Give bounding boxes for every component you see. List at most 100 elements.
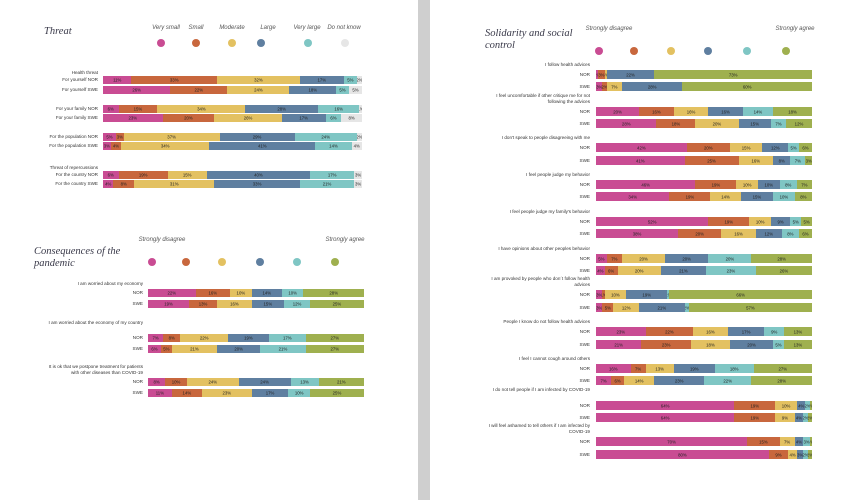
solidarity-row-4-value-label-2: 18%	[671, 121, 681, 126]
consequences-row-1-label: NOR	[132, 290, 143, 296]
threat-row-6-value-label-3: 34%	[160, 143, 170, 149]
solidarity-row-17-question: I feel I cannot cough around others	[519, 355, 590, 361]
consequences-row-5-value-label-5: 13%	[300, 379, 309, 385]
consequences-row-1-segment-5: 10%	[281, 289, 304, 297]
solidarity-row-8-value-label-5: 10%	[779, 194, 789, 199]
consequences-row-2-segment-3: 16%	[217, 300, 252, 308]
threat-row-5-value-label-3: 37%	[167, 134, 176, 140]
threat-row-8-segment-5: 21%	[299, 180, 355, 188]
solidarity-row-6-value-label-2: 25%	[707, 158, 716, 163]
consequences-row-4-value-label-6: 27%	[330, 346, 340, 352]
legend-dot-1	[157, 39, 165, 47]
consequences-row-3-label: NOR	[132, 335, 143, 341]
solidarity-row-8-value-label-4: 15%	[752, 194, 762, 199]
solidarity-row-4-segment-5: 7%	[770, 119, 787, 128]
solidarity-row-22-value-label-5: 2%	[803, 452, 807, 457]
consequences-row-5-segment-6: 21%	[318, 378, 364, 386]
solidarity-row-5-value-label-6: 6%	[802, 145, 809, 150]
solidarity-row-6-value-label-4: 8%	[778, 158, 785, 163]
threat-row-2-label: For yourself SWE	[62, 87, 98, 93]
solidarity-row-17-segment-6: 27%	[753, 364, 812, 373]
consequences-row-6-segment-6: 25%	[309, 389, 364, 397]
threat-row-6-segment-4: 41%	[209, 142, 316, 150]
legend-dot-4	[704, 47, 712, 55]
solidarity-row-16-segment-4: 20%	[729, 340, 774, 349]
solidarity-row-6-segment-5: 7%	[790, 156, 806, 165]
solidarity-row-16-segment-6: 13%	[783, 340, 812, 349]
solidarity-row-22-segment-5: 2%	[803, 450, 808, 459]
solidarity-row-13-segment-1: 3%	[596, 290, 603, 299]
solidarity-row-22-segment-4: 3%	[796, 450, 804, 459]
solidarity-row-2-value-label-2: 2%	[602, 84, 606, 89]
solidarity-row-2-segment-4: 28%	[621, 82, 683, 91]
solidarity-row-15-value-label-5: 9%	[771, 329, 778, 334]
consequences-row-6-value-label-1: 11%	[155, 390, 165, 396]
threat-row-3-value-label-1: 6%	[107, 106, 114, 112]
threat-row-4-segment-1: 23%	[103, 114, 163, 122]
threat-row-3-value-label-2: 15%	[133, 106, 143, 112]
solidarity-row-12-value-label-3: 20%	[634, 268, 644, 273]
solidarity-row-3-value-label-3: 16%	[686, 109, 696, 114]
solidarity-row-3-segment-6: 18%	[773, 107, 812, 116]
threat-row-7-segment-6: 3%	[354, 171, 362, 179]
consequences-row-3-segment-3: 22%	[180, 334, 228, 342]
threat-row-1-segment-4: 17%	[299, 76, 344, 84]
solidarity-row-13-question: I am provoked by people who don´t follow…	[491, 276, 590, 287]
solidarity-row-14-bar: 3%5% 12% 21% 2% 57%	[596, 303, 812, 312]
threat-row-7-segment-2: 19%	[118, 171, 168, 179]
solidarity-row-20-segment-4: 4%	[794, 413, 804, 422]
solidarity-row-7-bar: 46% 19% 10% 10% 8% 7%	[596, 180, 812, 189]
solidarity-row-21-segment-5: 3%	[803, 437, 810, 446]
solidarity-row-7-value-label-3: 10%	[742, 182, 752, 187]
solidarity-row-17-value-label-1: 16%	[608, 366, 618, 371]
solidarity-row-2-segment-2: 2%	[602, 82, 607, 91]
solidarity-row-9-segment-3: 10%	[749, 217, 771, 226]
solidarity-row-9-question: I feel people judge my family's behavior	[509, 208, 590, 214]
threat-row-6-segment-6: 4%	[351, 142, 362, 150]
threat-row-3-segment-5: 16%	[317, 105, 360, 113]
solidarity-row-18-segment-3: 14%	[624, 376, 655, 385]
solidarity-row-15-label: NOR	[579, 328, 590, 334]
threat-row-8-value-label-1: 4%	[105, 181, 112, 187]
solidarity-row-12-segment-4: 21%	[660, 266, 707, 275]
threat-row-5-label: For the population NOR	[49, 134, 98, 140]
solidarity-row-8-bar: 34% 19% 14% 15% 10% 8%	[596, 192, 812, 201]
solidarity-row-11-value-label-3: 20%	[639, 256, 648, 261]
consequences-row-2-segment-4: 15%	[251, 300, 285, 308]
consequences-row-2-value-label-4: 15%	[263, 301, 273, 307]
consequences-row-5-segment-3: 24%	[186, 378, 239, 386]
threat-row-6-segment-3: 34%	[121, 142, 210, 150]
solidarity-row-16-value-label-1: 21%	[614, 342, 623, 347]
threat-row-6-segment-1: 3%	[103, 142, 111, 150]
solidarity-row-20-value-label-6: 2%	[807, 415, 812, 420]
solidarity-row-11-value-label-1: 5%	[598, 256, 605, 261]
solidarity-row-5-value-label-1: 42%	[637, 145, 646, 150]
threat-row-7-value-label-6: 3%	[354, 172, 362, 178]
threat-row-7-bar: 6% 19% 15% 40% 17% 3%	[103, 171, 362, 179]
solidarity-row-10-segment-4: 12%	[755, 229, 782, 238]
solidarity-row-12-segment-1: 4%	[596, 266, 605, 275]
threat-row-1-segment-1: 11%	[103, 76, 132, 84]
solidarity-row-14-value-label-3: 12%	[621, 305, 631, 310]
consequences-row-1-segment-3: 10%	[230, 289, 252, 297]
solidarity-row-9-value-label-5: 5%	[792, 219, 799, 224]
consequences-row-5-value-label-4: 24%	[260, 379, 269, 385]
solidarity-row-1-value-label-3: 1%	[605, 72, 607, 77]
solidarity-row-4-segment-1: 28%	[596, 119, 657, 128]
solidarity-row-7-question: I feel people judge my behavior	[526, 171, 590, 177]
solidarity-row-10-value-label-4: 12%	[764, 231, 774, 236]
solidarity-row-8-segment-5: 10%	[773, 192, 795, 201]
consequences-row-6-bar: 11% 14% 23% 17% 10% 25%	[148, 389, 364, 397]
solidarity-row-9-value-label-6: 5%	[803, 219, 810, 224]
solidarity-row-11-segment-4: 20%	[665, 254, 709, 263]
solidarity-row-18-value-label-1: 7%	[600, 378, 607, 383]
solidarity-row-16-value-label-6: 13%	[793, 342, 803, 347]
solidarity-row-10-bar: 38% 20% 16% 12% 8% 6%	[596, 229, 812, 238]
solidarity-row-7-segment-2: 19%	[695, 180, 737, 189]
solidarity-row-13-segment-6: 66%	[669, 290, 812, 299]
threat-row-2-segment-5: 5%	[336, 86, 349, 94]
threat-row-6-segment-5: 14%	[315, 142, 352, 150]
threat-row-5-value-label-4: 29%	[252, 134, 262, 140]
threat-row-7-segment-3: 15%	[167, 171, 207, 179]
solidarity-row-20-value-label-3: 9%	[781, 415, 789, 420]
